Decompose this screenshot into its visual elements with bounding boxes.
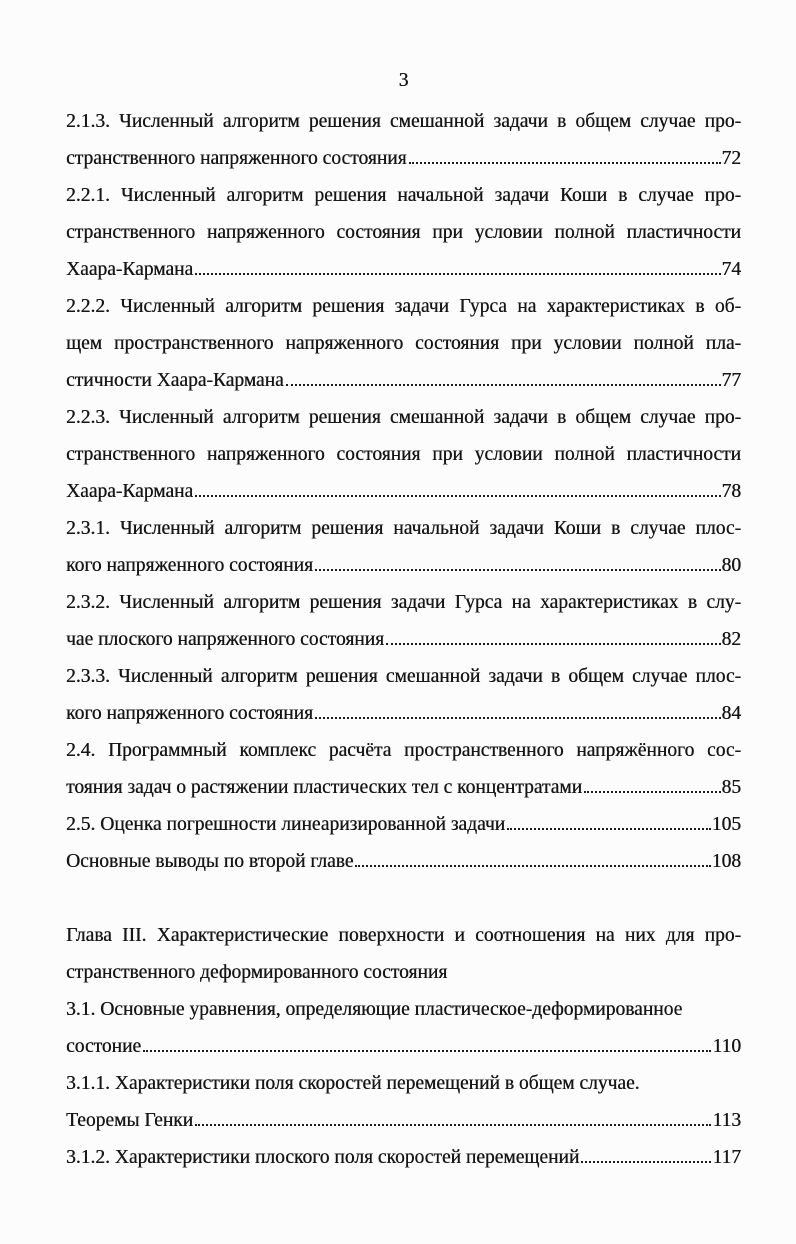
dot-leader [285,384,721,386]
toc-line: 2.5. Оценка погрешности линеаризированно… [66,806,741,843]
toc-line: 2.3.2. Численный алгоритм решения задачи… [66,592,741,613]
dot-leader [386,643,721,645]
toc-page-ref: 108 [711,851,741,872]
dot-leader [195,273,721,275]
toc-page-ref: 72 [721,148,742,169]
toc-line: 2.1.3. Численный алгоритм решения смешан… [66,111,741,132]
toc-line: 2.3.1. Численный алгоритм решения началь… [66,518,741,539]
dot-leader [315,569,721,571]
toc-page-ref: 113 [712,1110,741,1131]
toc-line: странственного напряженного состояния 72 [66,140,741,177]
dot-leader [581,1161,712,1163]
toc-line: кого напряженного состояния 80 [66,547,741,584]
dot-leader [195,1124,712,1126]
toc-page-ref: 74 [721,259,742,280]
toc-entry-text: Хаара-Кармана [66,259,194,280]
toc-entry-text: Хаара-Кармана [66,481,194,502]
toc-entry-text: кого напряженного состояния [66,703,313,724]
toc-line: странственного деформированного состояни… [66,962,448,983]
dot-leader [315,717,721,719]
toc-page-ref: 80 [721,555,742,576]
toc-entry-text: Теоремы Генки [66,1110,194,1131]
toc-line: 3.1.1. Характеристики поля скоростей пер… [66,1073,640,1094]
dot-leader [507,828,711,830]
page-number: 3 [398,70,409,91]
toc-page-ref: 82 [721,629,742,650]
toc-entry-text: Основные выводы по второй главе [66,851,354,872]
toc-page-ref: 84 [721,703,742,724]
dot-leader [143,1050,712,1052]
toc-entry-text: кого напряженного состояния [66,555,313,576]
toc-line: щем пространственного напряженного состо… [66,333,741,354]
toc-line: 3.1. Основные уравнения, определяющие пл… [66,999,683,1020]
toc-line: Глава III. Характеристические поверхност… [66,925,741,946]
toc-line: 2.3.3. Численный алгоритм решения смешан… [66,666,741,687]
toc-line: кого напряженного состояния 84 [66,695,741,732]
toc-line: Хаара-Кармана 78 [66,473,741,510]
toc-line: Хаара-Кармана 74 [66,251,741,288]
toc-entry-text: стичности Хаара-Кармана [66,370,284,391]
toc-entry-text: странственного напряженного состояния [66,148,407,169]
toc-line: Теоремы Генки 113 [66,1102,741,1139]
toc-page-ref: 105 [711,814,741,835]
dot-leader [408,162,721,164]
toc-line: 2.2.1. Численный алгоритм решения началь… [66,185,741,206]
toc-line: 2.2.3. Численный алгоритм решения смешан… [66,407,741,428]
toc-entry-text: тояния задач о растяжении пластических т… [66,777,583,798]
toc-line: 2.4. Программный комплекс расчёта простр… [66,740,741,761]
toc-line: странственного напряженного состояния пр… [66,444,741,465]
dot-leader [355,865,711,867]
toc-page-ref: 110 [712,1036,741,1057]
toc-line [66,880,741,917]
table-of-contents: 2.1.3. Численный алгоритм решения смешан… [66,103,741,1176]
toc-entry-text: 2.5. Оценка погрешности линеаризированно… [66,814,506,835]
toc-line: стичности Хаара-Кармана 77 [66,362,741,399]
toc-line: 3.1.2. Характеристики плоского поля скор… [66,1139,741,1176]
toc-entry-text: чае плоского напряженного состояния [66,629,385,650]
toc-page-ref: 85 [721,777,742,798]
toc-page-ref: 77 [721,370,742,391]
dot-leader [195,495,721,497]
toc-line: 2.2.2. Численный алгоритм решения задачи… [66,296,741,317]
toc-page-ref: 78 [721,481,742,502]
toc-line: состоние 110 [66,1028,741,1065]
toc-line: Основные выводы по второй главе 108 [66,843,741,880]
toc-page-ref: 117 [712,1147,741,1168]
toc-entry-text: состоние [66,1036,142,1057]
toc-line: тояния задач о растяжении пластических т… [66,769,741,806]
toc-line: странственного напряженного состояния пр… [66,222,741,243]
dot-leader [584,791,721,793]
toc-line: чае плоского напряженного состояния 82 [66,621,741,658]
toc-entry-text: 3.1.2. Характеристики плоского поля скор… [66,1147,580,1168]
